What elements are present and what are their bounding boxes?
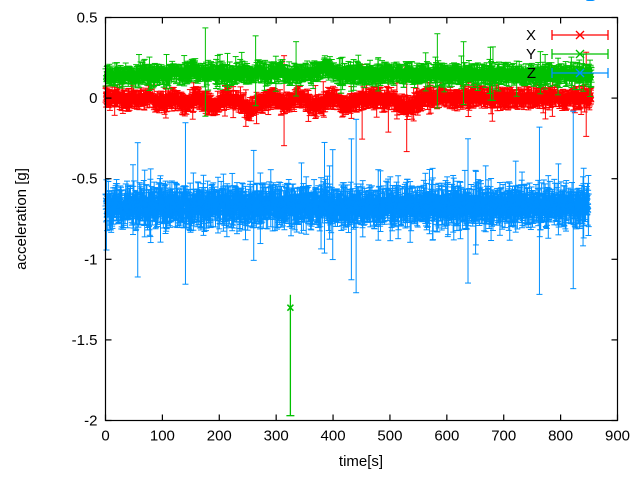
data-series-layer bbox=[102, 0, 595, 417]
series-x bbox=[102, 51, 595, 153]
